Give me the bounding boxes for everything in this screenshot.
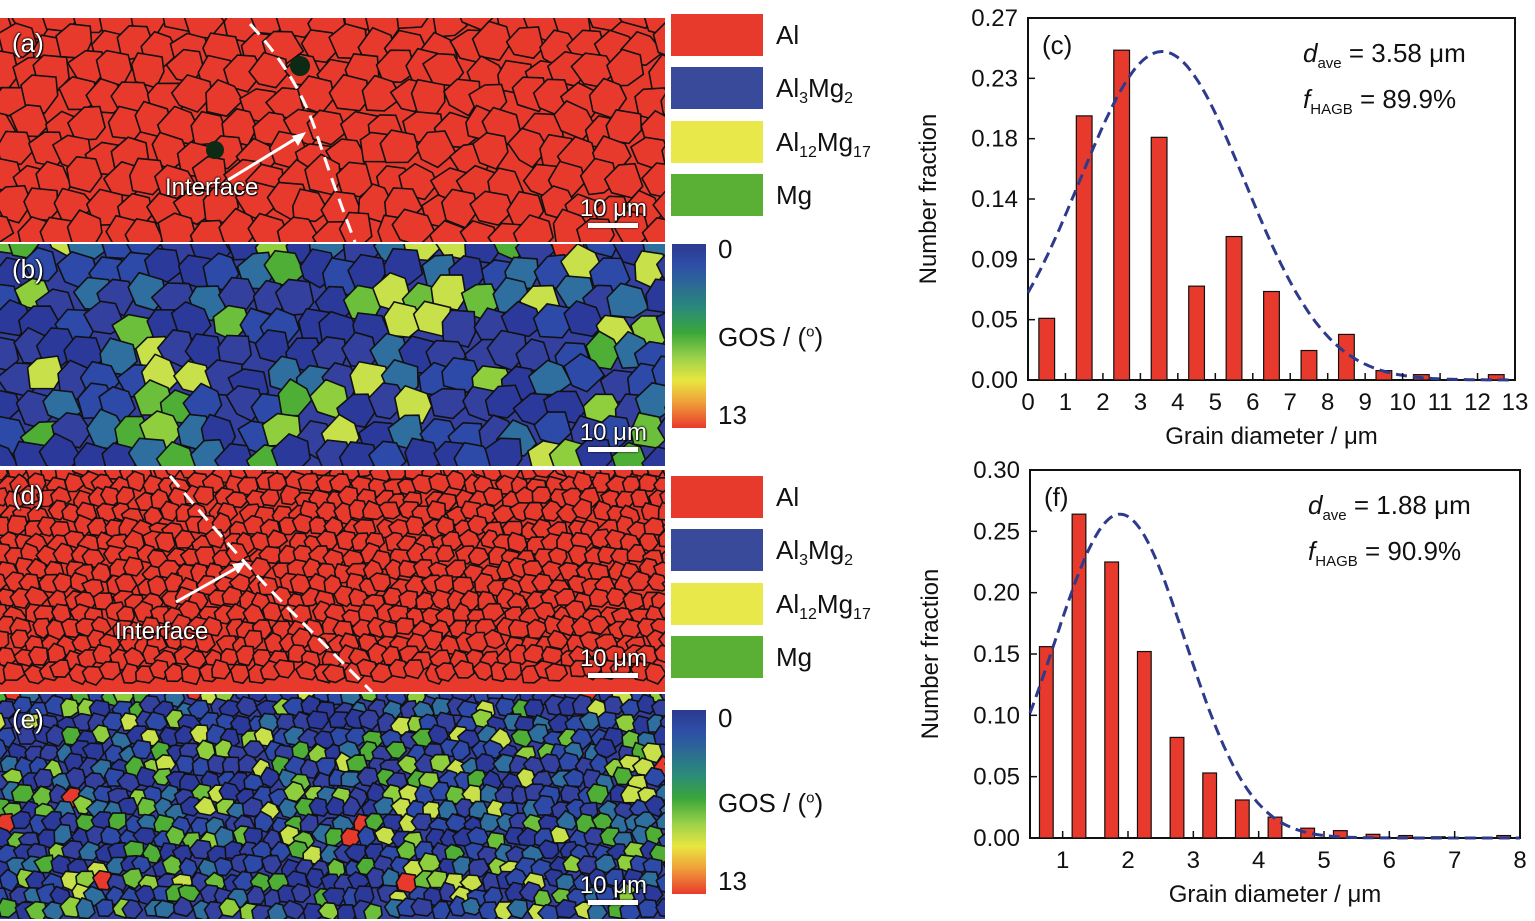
y-tick-label: 0.15 xyxy=(973,641,1020,668)
histogram-bar xyxy=(1105,562,1119,838)
panel-letter: (c) xyxy=(1042,30,1072,60)
x-tick-label: 7 xyxy=(1284,389,1297,416)
x-tick-label: 6 xyxy=(1246,389,1259,416)
y-tick-label: 0.27 xyxy=(971,5,1018,32)
x-tick-label: 3 xyxy=(1134,389,1147,416)
histogram-f: 1 2 3 4 5 6 7 8 0.00 0.05 0.10 0.15 0.20 0.25 0.30 Grai… xyxy=(917,457,1527,908)
x-tick-label: 7 xyxy=(1448,847,1461,874)
x-tick-label: 4 xyxy=(1171,389,1184,416)
histogram-bar xyxy=(1151,137,1167,380)
x-tick-label: 6 xyxy=(1383,847,1396,874)
mean-grain-size-annotation: dave = 1.88 μm xyxy=(1308,490,1471,524)
histogram-bar xyxy=(1039,647,1053,838)
x-tick-label: 8 xyxy=(1513,847,1526,874)
x-tick-label: 1 xyxy=(1059,389,1072,416)
panel-letter: (f) xyxy=(1044,482,1069,512)
x-tick-label: 3 xyxy=(1187,847,1200,874)
histogram-bar xyxy=(1226,237,1242,380)
y-axis-label: Number fraction xyxy=(915,114,942,285)
histogram-bar xyxy=(1170,737,1184,838)
histogram-bar xyxy=(1268,817,1282,838)
x-axis-label: Grain diameter / μm xyxy=(1165,423,1378,450)
histogram-bar xyxy=(1137,652,1151,838)
histogram-bar xyxy=(1076,116,1092,380)
x-tick-label: 13 xyxy=(1502,389,1529,416)
x-tick-label: 4 xyxy=(1252,847,1265,874)
y-tick-label: 0.25 xyxy=(973,518,1020,545)
x-tick-label: 0 xyxy=(1021,389,1034,416)
y-tick-label: 0.30 xyxy=(973,457,1020,484)
hagb-fraction-annotation: fHAGB = 89.9% xyxy=(1303,84,1456,118)
x-tick-label: 1 xyxy=(1056,847,1069,874)
y-tick-label: 0.20 xyxy=(973,580,1020,607)
y-tick-label: 0.05 xyxy=(971,307,1018,334)
y-axis-label: Number fraction xyxy=(917,569,944,740)
histogram-bar xyxy=(1203,773,1217,838)
histogram-bar xyxy=(1189,286,1205,380)
x-tick-label: 12 xyxy=(1464,389,1491,416)
histogram-bar xyxy=(1235,800,1249,838)
histogram-bar xyxy=(1301,351,1317,380)
x-tick-label: 11 xyxy=(1428,389,1453,416)
x-tick-label: 10 xyxy=(1389,389,1416,416)
histogram-bar xyxy=(1264,292,1280,380)
x-tick-label: 5 xyxy=(1317,847,1330,874)
y-tick-label: 0.00 xyxy=(971,367,1018,394)
x-tick-label: 8 xyxy=(1321,389,1334,416)
x-tick-label: 9 xyxy=(1358,389,1371,416)
y-tick-label: 0.05 xyxy=(973,764,1020,791)
y-tick-label: 0.09 xyxy=(971,246,1018,273)
plot-frame xyxy=(1030,470,1520,838)
y-tick-label: 0.10 xyxy=(973,702,1020,729)
hagb-fraction-annotation: fHAGB = 90.9% xyxy=(1308,536,1461,570)
x-axis-label: Grain diameter / μm xyxy=(1169,881,1382,908)
y-tick-label: 0.23 xyxy=(971,65,1018,92)
x-tick-label: 2 xyxy=(1121,847,1134,874)
y-tick-label: 0.18 xyxy=(971,126,1018,153)
mean-grain-size-annotation: dave = 3.58 μm xyxy=(1303,38,1466,72)
x-tick-label: 5 xyxy=(1209,389,1222,416)
histogram-bar xyxy=(1039,318,1055,380)
x-tick-label: 2 xyxy=(1096,389,1109,416)
y-tick-label: 0.00 xyxy=(973,825,1020,852)
y-tick-label: 0.14 xyxy=(971,186,1018,213)
